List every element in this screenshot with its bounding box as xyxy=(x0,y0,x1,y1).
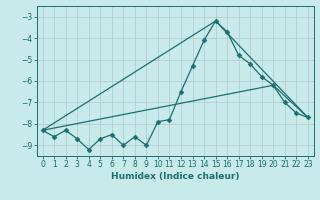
X-axis label: Humidex (Indice chaleur): Humidex (Indice chaleur) xyxy=(111,172,239,181)
